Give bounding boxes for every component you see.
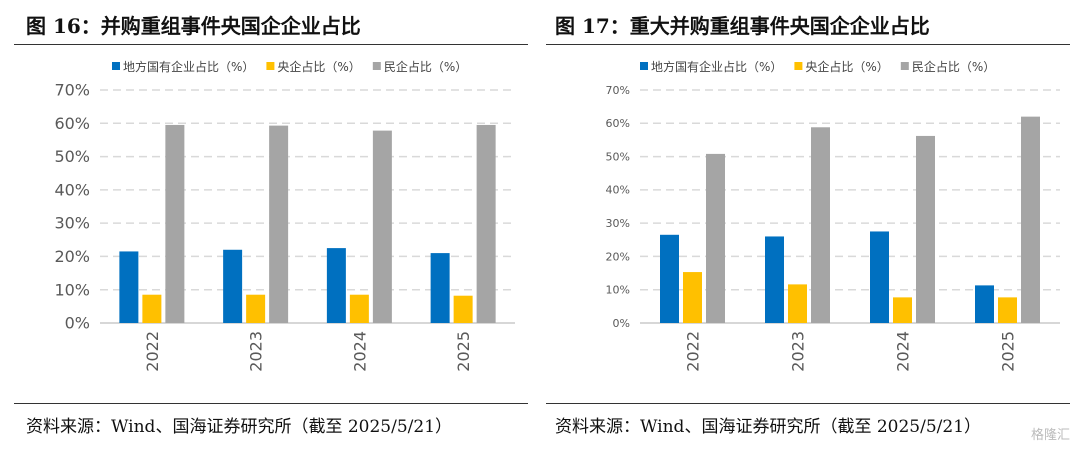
- bar-local_soe-2024: [326, 248, 346, 323]
- title-rule: [14, 44, 528, 45]
- bar-local_soe-2025: [975, 285, 994, 323]
- legend-entry: 民企占比（%）: [900, 59, 995, 74]
- legend-swatch: [900, 62, 909, 70]
- legend-swatch: [266, 62, 275, 70]
- legend-label: 央企占比（%）: [805, 59, 888, 74]
- y-tick-label: 40%: [54, 180, 90, 199]
- bar-central_soe-2024: [893, 297, 912, 323]
- chart-panel-left: 图 16：并购重组事件央国企企业占比 地方国有企业占比（%） 央企占比（%） 民企占…: [14, 14, 528, 437]
- legend-label: 地方国有企业占比（%）: [651, 59, 782, 74]
- bar-central_soe-2025: [998, 297, 1017, 323]
- y-tick-label: 20%: [606, 250, 630, 263]
- bar-private-2022: [706, 153, 725, 323]
- y-tick-label: 60%: [54, 114, 90, 133]
- legend-label: 民企占比（%）: [384, 59, 467, 74]
- y-tick-label: 10%: [54, 280, 90, 299]
- bar-central_soe-2022: [683, 272, 702, 323]
- bar-central_soe-2025: [453, 295, 473, 323]
- bar-central_soe-2023: [246, 294, 266, 323]
- chart-panel-right: 图 17：重大并购重组事件央国企企业占比 地方国有企业占比（%） 央企占比（%） 民…: [540, 0, 1080, 451]
- bar-chart-16: 地方国有企业占比（%） 央企占比（%） 民企占比（%） 0% 10% 20% 30% 40% 5…: [54, 59, 515, 372]
- bar-private-2024: [916, 135, 935, 323]
- source-rule: [546, 403, 1070, 404]
- bar-local_soe-2022: [660, 234, 679, 323]
- legend-entry: 央企占比（%）: [266, 59, 361, 74]
- source-note: 资料来源：Wind、国海证券研究所（截至 2025/5/21）: [26, 417, 453, 437]
- y-tick-label: 70%: [54, 81, 90, 100]
- legend-swatch: [794, 62, 803, 70]
- y-tick-label: 20%: [54, 247, 90, 266]
- title-rule: [546, 44, 1070, 45]
- bar-chart-17: 地方国有企业占比（%） 央企占比（%） 民企占比（%） 0% 10% 20% 30% 40% 5…: [606, 59, 1060, 372]
- legend-label: 地方国有企业占比（%）: [123, 59, 254, 74]
- bar-local_soe-2023: [765, 236, 784, 323]
- bar-private-2025: [1021, 116, 1040, 323]
- y-tick-label: 30%: [606, 217, 630, 230]
- y-tick-label: 60%: [606, 117, 630, 130]
- y-tick-label: 70%: [606, 84, 630, 97]
- legend-swatch: [372, 62, 381, 70]
- legend-entry: 民企占比（%）: [372, 59, 467, 74]
- bar-private-2025: [476, 124, 496, 323]
- y-tick-label: 10%: [606, 284, 630, 297]
- y-tick-label: 50%: [606, 150, 630, 163]
- x-tick-label: 2025: [454, 331, 473, 372]
- bar-local_soe-2022: [119, 251, 139, 323]
- bar-private-2023: [811, 127, 830, 323]
- legend-entry: 地方国有企业占比（%）: [640, 59, 782, 74]
- x-tick-label: 2025: [999, 331, 1018, 372]
- y-tick-label: 50%: [54, 147, 90, 166]
- x-tick-label: 2024: [894, 331, 913, 372]
- bar-private-2023: [269, 125, 289, 323]
- bar-local_soe-2023: [223, 249, 243, 323]
- y-tick-label: 0%: [613, 317, 630, 330]
- bar-local_soe-2025: [430, 253, 450, 323]
- y-tick-label: 40%: [606, 184, 630, 197]
- figure-title: 图 17：重大并购重组事件央国企企业占比: [555, 14, 930, 38]
- figure-title: 图 16：并购重组事件央国企企业占比: [26, 14, 361, 38]
- legend-label: 民企占比（%）: [912, 59, 995, 74]
- legend-entry: 地方国有企业占比（%）: [112, 59, 254, 74]
- x-tick-label: 2022: [684, 331, 703, 372]
- legend-label: 央企占比（%）: [277, 59, 360, 74]
- bar-central_soe-2022: [142, 294, 162, 323]
- bar-central_soe-2023: [788, 284, 807, 323]
- x-tick-label: 2023: [789, 331, 808, 372]
- watermark-logo: 格隆汇: [1030, 428, 1070, 443]
- bar-local_soe-2024: [870, 231, 889, 323]
- legend-swatch: [640, 62, 648, 70]
- x-tick-label: 2023: [247, 331, 266, 372]
- source-rule: [14, 403, 528, 404]
- y-tick-label: 30%: [54, 214, 90, 233]
- bar-central_soe-2024: [349, 294, 369, 323]
- x-tick-label: 2022: [143, 331, 162, 372]
- bar-private-2024: [372, 130, 392, 323]
- legend-swatch: [112, 62, 120, 70]
- legend-entry: 央企占比（%）: [794, 59, 889, 74]
- source-note: 资料来源：Wind、国海证券研究所（截至 2025/5/21）: [555, 417, 982, 437]
- bar-private-2022: [165, 124, 185, 323]
- y-tick-label: 0%: [65, 314, 90, 333]
- x-tick-label: 2024: [350, 331, 369, 372]
